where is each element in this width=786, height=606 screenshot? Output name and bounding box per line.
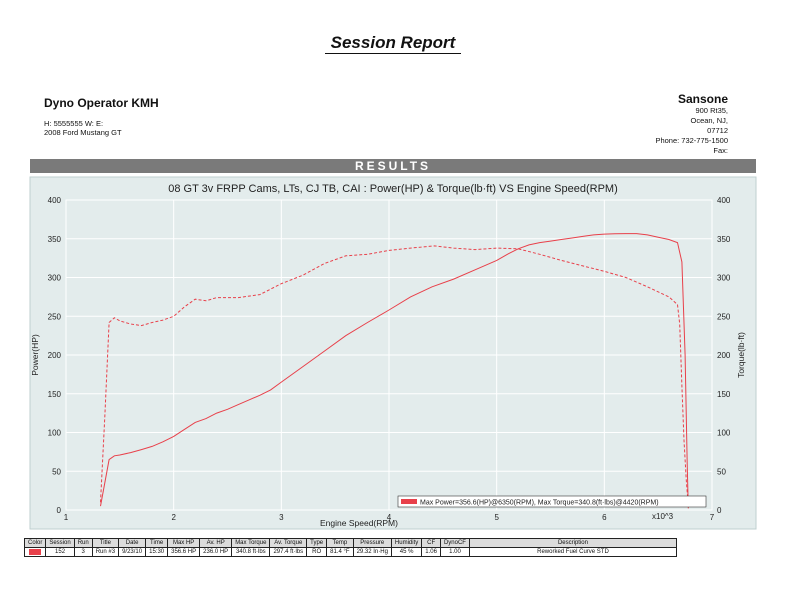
summary-header-cell: Time (145, 538, 169, 548)
summary-cell: RO (306, 547, 328, 557)
y-tick-label-right: 250 (717, 312, 731, 321)
y-tick-label-right: 300 (717, 274, 731, 283)
y-tick-label-right: 400 (717, 196, 731, 205)
y-tick-label-left: 200 (48, 351, 62, 360)
shop-address1: 900 Rt35, (695, 106, 728, 115)
summary-cell: 236.0 HP (199, 547, 233, 557)
y-tick-label-left: 250 (48, 312, 62, 321)
summary-data-row: 152 3 Run #3 9/23/10 15:30 356.6 HP 236.0 HP 34… (23, 547, 677, 557)
shop-phone: Phone: 732-775-1500 (655, 136, 728, 145)
summary-cell: 45 % (390, 547, 423, 557)
y-tick-label-right: 100 (717, 429, 731, 438)
y-axis-label-left: Power(HP) (30, 334, 40, 376)
run-summary-table: Color Session Run Title Date Time Max HP Av. HP… (23, 538, 677, 557)
summary-header-cell: Max HP (167, 538, 201, 548)
y-tick-label-left: 50 (52, 467, 61, 476)
summary-header-row: Color Session Run Title Date Time Max HP Av. HP… (23, 538, 677, 548)
x-tick-label: 4 (387, 513, 392, 522)
summary-cell: 3 (73, 547, 93, 557)
results-header: RESULTS (30, 159, 756, 173)
summary-header-cell: Av. Torque (269, 538, 308, 548)
summary-header-cell: Description (468, 538, 677, 548)
summary-cell: 1.06 (421, 547, 441, 557)
shop-name: Sansone (677, 92, 728, 106)
legend-text: Max Power=356.6(HP)@6350(RPM), Max Torqu… (420, 500, 659, 507)
summary-header-cell: CF (421, 538, 441, 548)
summary-header-cell: Session (45, 538, 75, 548)
summary-cell: 356.6 HP (167, 547, 201, 557)
summary-cell: 340.8 ft·lbs (231, 547, 271, 557)
y-tick-label-right: 350 (717, 235, 731, 244)
y-tick-label-left: 100 (48, 429, 62, 438)
summary-cell: Reworked Fuel Curve STD (468, 547, 677, 557)
summary-header-cell: Temp (326, 538, 354, 548)
y-tick-label-right: 50 (717, 467, 726, 476)
summary-cell: 81.4 °F (326, 547, 354, 557)
summary-header-cell: Av. HP (199, 538, 233, 548)
x-tick-label: 5 (494, 513, 499, 522)
shop-fax: Fax: (713, 146, 728, 155)
summary-header-cell: Type (306, 538, 328, 548)
summary-cell: 1.00 (439, 547, 470, 557)
summary-cell: 15:30 (145, 547, 169, 557)
summary-header-cell: Date (118, 538, 147, 548)
summary-header-cell: Color (23, 538, 47, 548)
y-tick-label-left: 0 (57, 506, 62, 515)
summary-header-cell: Pressure (352, 538, 392, 548)
x-axis-label: Engine Speed(RPM) (320, 518, 398, 528)
summary-header-cell: Run (73, 538, 93, 548)
report-title: Session Report (0, 33, 786, 54)
shop-zip: 07712 (707, 126, 728, 135)
shop-info: Sansone 900 Rt35, Ocean, NJ, 07712 Phone… (655, 92, 728, 156)
summary-header-cell: DynoCF (439, 538, 470, 548)
x-tick-label: 3 (279, 513, 284, 522)
y-tick-label-left: 400 (48, 196, 62, 205)
customer-phone: H: 5555555 W: E: (44, 119, 104, 128)
torque-curve (100, 245, 689, 507)
x-tick-label: 7 (710, 513, 715, 522)
y-tick-label-left: 150 (48, 390, 62, 399)
x-tick-label: 6 (602, 513, 607, 522)
x-tick-label: 1 (64, 513, 69, 522)
summary-cell: 29.32 In·Hg (352, 547, 392, 557)
x-tick-label: 2 (171, 513, 176, 522)
vehicle-info: 2008 Ford Mustang GT (44, 128, 122, 137)
y-tick-label-right: 150 (717, 390, 731, 399)
summary-header-cell: Max Torque (231, 538, 271, 548)
run-color-swatch (29, 548, 42, 555)
summary-cell: 152 (45, 547, 75, 557)
summary-header-cell: Humidity (390, 538, 423, 548)
x-multiplier-label: x10^3 (652, 512, 674, 521)
power-curve (100, 233, 689, 509)
y-axis-label-right: Torque(lb·ft) (736, 332, 746, 378)
chart-title: 08 GT 3v FRPP Cams, LTs, CJ TB, CAI : Po… (168, 183, 618, 195)
legend-box (397, 495, 707, 508)
summary-color-cell (23, 547, 47, 557)
y-tick-label-right: 0 (717, 506, 722, 515)
dyno-operator: Dyno Operator KMH (44, 96, 159, 110)
summary-cell: Run #3 (91, 547, 120, 557)
y-tick-label-left: 350 (48, 235, 62, 244)
summary-header-cell: Title (91, 538, 120, 548)
y-tick-label-left: 300 (48, 274, 62, 283)
y-tick-label-right: 200 (717, 351, 731, 360)
legend-swatch (401, 499, 417, 504)
summary-cell: 9/23/10 (118, 547, 147, 557)
summary-cell: 297.4 ft·lbs (269, 547, 308, 557)
shop-address2: Ocean, NJ, (690, 116, 728, 125)
